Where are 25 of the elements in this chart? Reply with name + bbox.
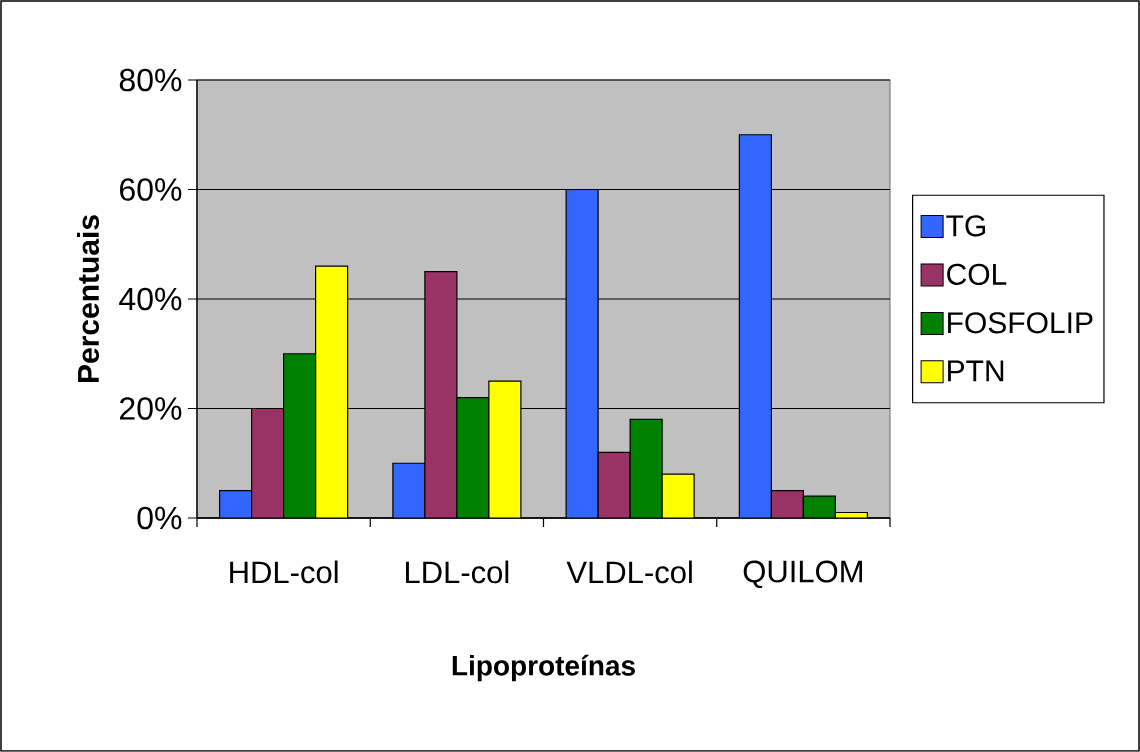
y-tick-label: 40% [119,287,182,311]
y-tick-label: 60% [120,178,182,201]
legend-label: FOSFOLIP [948,312,1093,334]
bar [661,473,695,518]
bar [456,396,490,518]
x-tick-label: LDL-col [406,560,509,584]
legend-label: COL [947,263,1007,285]
x-axis-title: Lipoproteínas [452,654,635,682]
bar [738,134,772,518]
legend-label: PTN [948,360,1004,382]
bar [392,462,426,518]
bar [315,265,349,518]
bar [283,353,317,518]
bar [488,380,522,518]
y-tick-label: 80% [119,68,182,92]
x-tick-label: VLDL-col [566,560,692,584]
y-tick-label: 0% [137,506,182,530]
bar [565,188,599,518]
legend-label: TG [946,215,986,237]
bar [629,418,663,518]
x-tick-label: QUILOM [743,560,862,589]
y-axis-title: Percentuais [76,215,100,383]
y-tick-label: 20% [120,397,182,420]
x-tick-label: HDL-col [230,560,338,584]
bar [219,490,253,518]
